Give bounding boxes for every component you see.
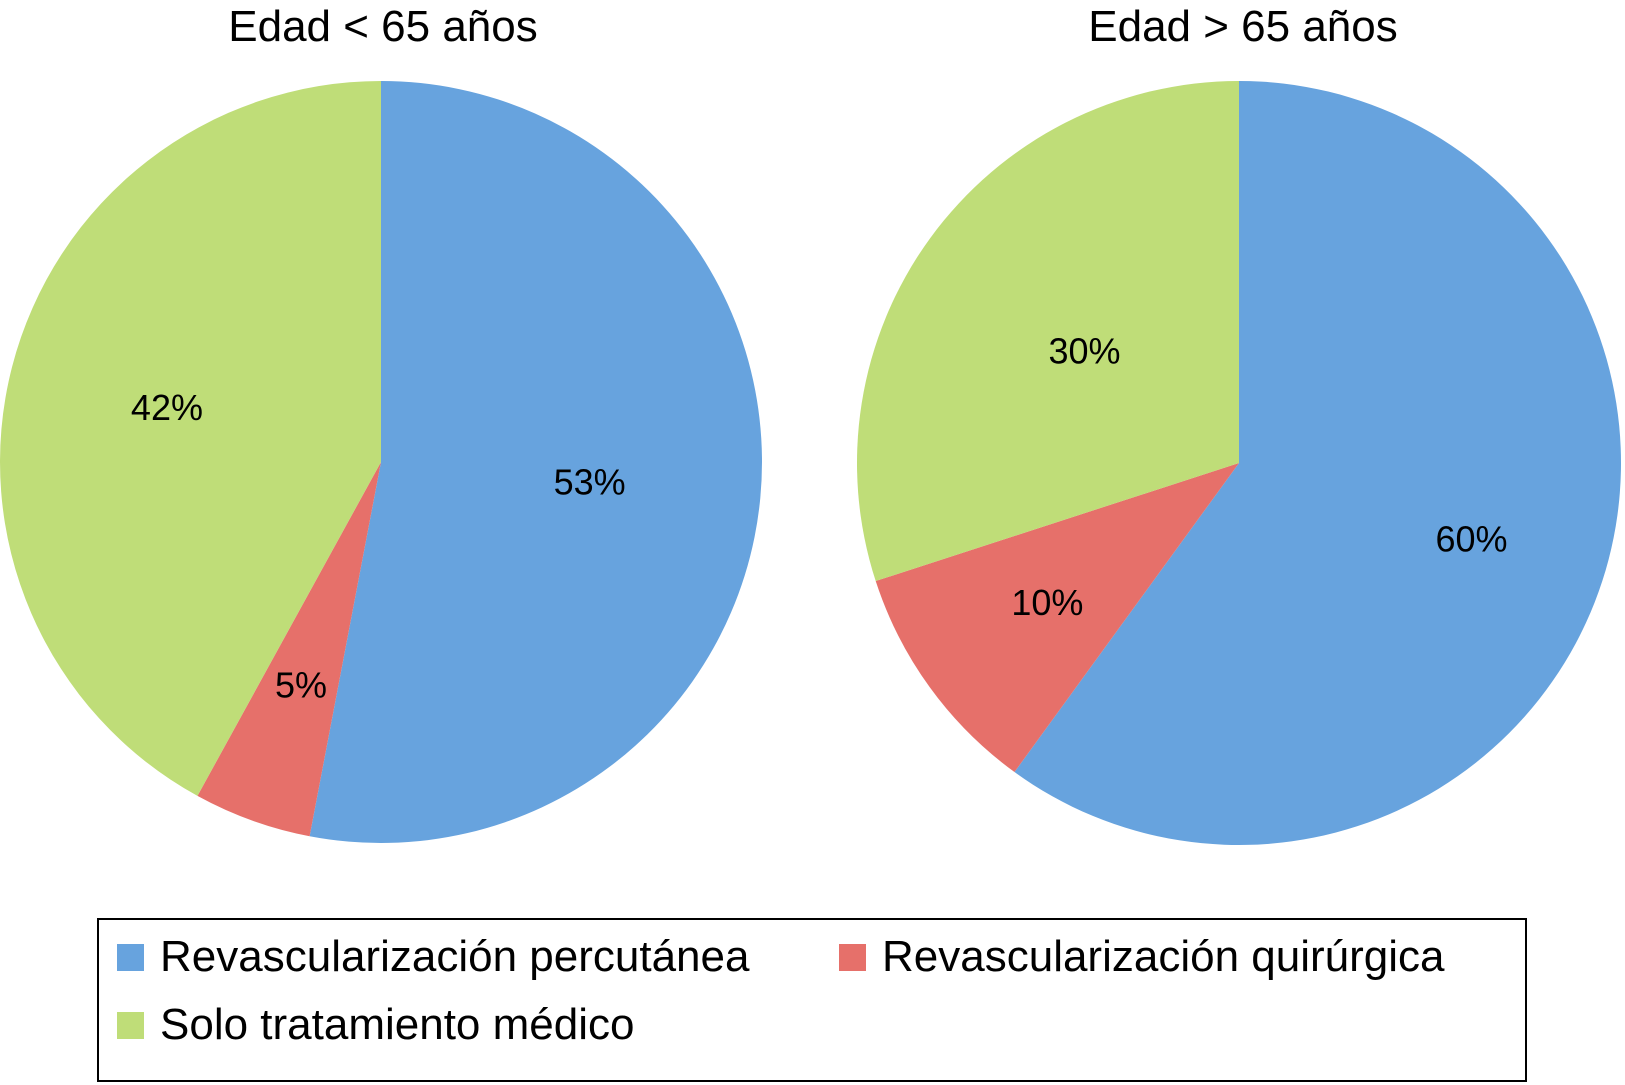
pie-data-label-medical: 42%	[131, 387, 203, 428]
legend-label-surgical: Revascularización quirúrgica	[882, 932, 1445, 981]
legend-item-percutaneous: Revascularización percutánea	[117, 932, 749, 982]
pie-slice-surgical	[197, 462, 381, 837]
pie-chart-under-65: 53% 5% 42%	[0, 81, 762, 843]
pie-slice-medical	[0, 81, 381, 796]
legend-item-surgical: Revascularización quirúrgica	[839, 932, 1444, 982]
pie-slice-medical	[857, 81, 1239, 582]
legend-item-medical: Solo tratamiento médico	[117, 1000, 634, 1050]
legend-label-percutaneous: Revascularización percutánea	[160, 932, 750, 981]
pie-data-label-medical: 30%	[1048, 331, 1120, 372]
chart-title-left: Edad < 65 años	[228, 2, 538, 51]
legend-swatch-percutaneous	[117, 943, 144, 971]
legend: Revascularización percutánea Revasculari…	[97, 918, 1527, 1082]
pie-slice-percutaneous	[309, 81, 762, 843]
legend-swatch-surgical	[839, 943, 866, 971]
pie-slice-percutaneous	[1014, 81, 1622, 845]
legend-label-medical: Solo tratamiento médico	[160, 1000, 635, 1049]
pie-data-label-surgical: 10%	[1011, 582, 1083, 623]
pie-data-label-percutaneous: 60%	[1435, 519, 1507, 560]
chart-title-right: Edad > 65 años	[1088, 2, 1398, 51]
pie-data-label-percutaneous: 53%	[554, 462, 626, 503]
pie-slice-surgical	[875, 463, 1239, 773]
legend-swatch-medical	[117, 1011, 144, 1039]
pie-chart-over-65: 60% 10% 30%	[857, 81, 1622, 845]
pie-data-label-surgical: 5%	[275, 664, 327, 705]
